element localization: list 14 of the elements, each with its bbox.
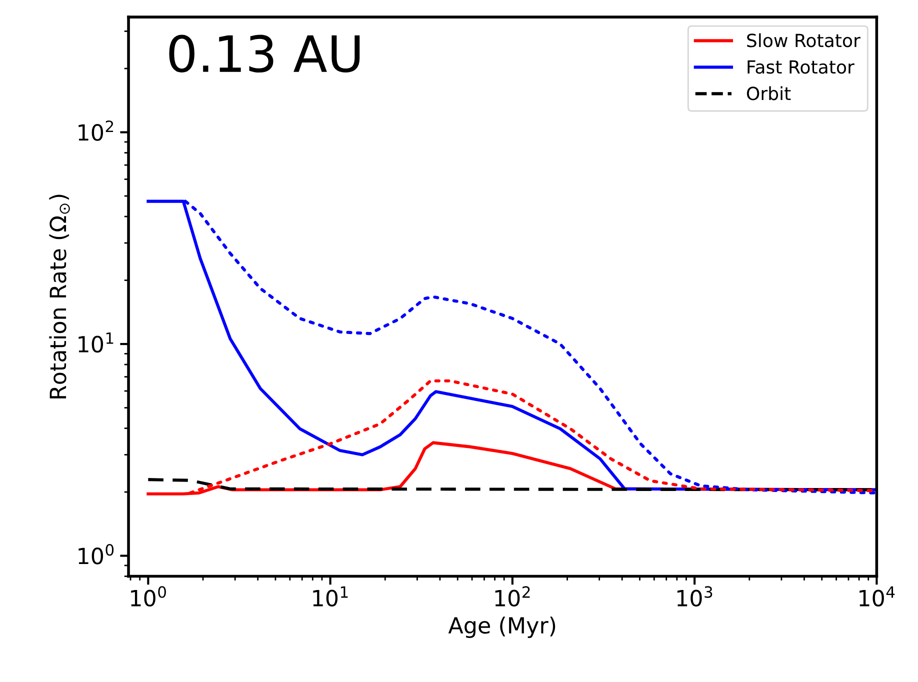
x-tick-label: 10$^{1}$	[313, 586, 348, 607]
y-tick-label: 10$^{1}$	[78, 332, 114, 353]
y-tick-label: 10$^{0}$	[78, 544, 114, 564]
x-tick-label: 10$^{2}$	[495, 586, 530, 607]
x-tick-label: 10$^{0}$	[131, 586, 166, 607]
annotation: 0.13 AU	[169, 34, 360, 73]
y-axis-title: Rotation Rate (Ω$_{⊙}$)	[49, 194, 70, 398]
x-axis-title: Age (Myr)	[448, 616, 556, 638]
legend-label: Slow Rotator	[747, 33, 860, 48]
y-tick-label: 10$^{2}$	[78, 120, 114, 141]
x-tick-label: 10$^{3}$	[677, 586, 712, 607]
legend-label: Fast Rotator	[748, 60, 854, 74]
legend-label: Orbit	[746, 86, 791, 100]
x-tick-label: 10$^{4}$	[860, 586, 895, 607]
